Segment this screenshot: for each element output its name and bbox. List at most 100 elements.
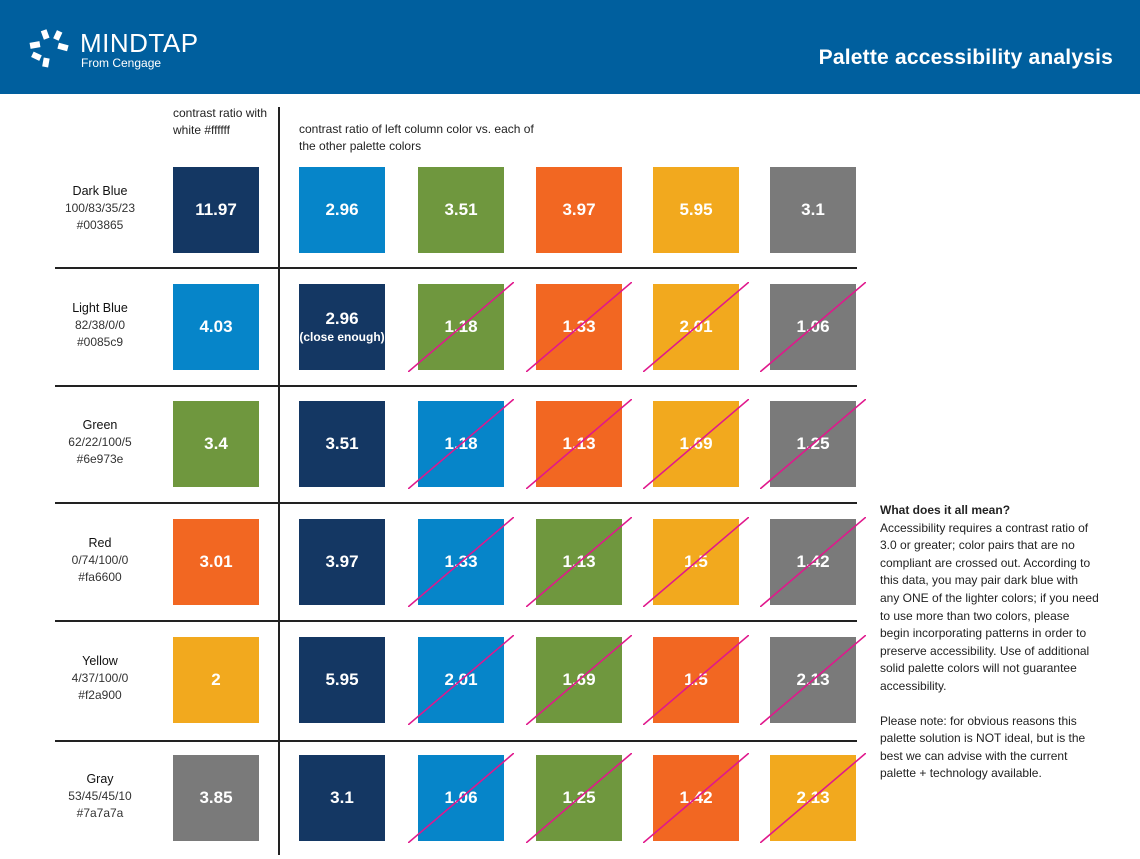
explanation-note: Please note: for obvious reasons this pa…: [880, 713, 1086, 781]
row-label: Green 62/22/100/5 #6e973e: [48, 417, 152, 468]
contrast-swatch: 1.13: [526, 517, 632, 607]
color-name: Yellow: [82, 654, 118, 668]
color-hex: #f2a900: [78, 688, 122, 702]
color-name: Dark Blue: [72, 184, 128, 198]
contrast-swatch: 1.13: [526, 399, 632, 489]
contrast-value: 1.13: [562, 552, 596, 571]
contrast-swatch: 1.06: [760, 282, 866, 372]
color-cmyk: 82/38/0/0: [74, 318, 126, 332]
contrast-value: 3.4: [204, 434, 228, 453]
explanation-body: Accessibility requires a contrast ratio …: [880, 520, 1099, 693]
color-cmyk: 62/22/100/5: [68, 435, 132, 449]
contrast-swatch: 3.97: [299, 519, 385, 605]
row-label: Gray 53/45/45/10 #7a7a7a: [48, 771, 152, 822]
row-divider: [55, 620, 857, 622]
contrast-swatch: 1.69: [643, 399, 749, 489]
contrast-value: 1.69: [562, 670, 596, 689]
white-contrast-swatch: 11.97: [173, 167, 259, 253]
white-contrast-swatch: 2: [173, 637, 259, 723]
contrast-swatch: 3.51: [418, 167, 504, 253]
contrast-swatch: 2.01: [643, 282, 749, 372]
contrast-value: 2.96: [325, 200, 359, 219]
color-hex: #0085c9: [76, 335, 124, 349]
brand-name: MINDTAP: [80, 28, 199, 58]
contrast-value: 2.13: [796, 788, 830, 807]
row-label: Light Blue 82/38/0/0 #0085c9: [48, 300, 152, 351]
contrast-value: 3.97: [562, 200, 596, 219]
contrast-swatch: 2.01: [408, 635, 514, 725]
color-cmyk: 100/83/35/23: [64, 201, 136, 215]
contrast-swatch: 1.25: [760, 399, 866, 489]
color-cmyk: 53/45/45/10: [68, 789, 132, 803]
row-label: Yellow 4/37/100/0 #f2a900: [48, 653, 152, 704]
contrast-value: 3.01: [199, 552, 233, 571]
contrast-value: 2: [211, 670, 221, 689]
header-bar: MINDTAP From Cengage Palette accessibili…: [0, 0, 1140, 94]
contrast-value: 3.1: [330, 788, 354, 807]
contrast-swatch: 1.69: [526, 635, 632, 725]
brand-subtitle: From Cengage: [81, 56, 162, 70]
contrast-swatch: 2.96 (close enough): [299, 284, 385, 370]
contrast-value: 3.51: [444, 200, 478, 219]
color-name: Light Blue: [72, 301, 128, 315]
contrast-value: 11.97: [195, 200, 237, 219]
contrast-value: 1.18: [444, 317, 478, 336]
row-divider: [55, 385, 857, 387]
page-title: Palette accessibility analysis: [818, 46, 1113, 69]
contrast-value: 5.95: [325, 670, 359, 689]
row-label: Dark Blue 100/83/35/23 #003865: [48, 183, 152, 234]
contrast-swatch: 1.18: [408, 399, 514, 489]
contrast-swatch: 1.33: [526, 282, 632, 372]
contrast-value: 1.06: [444, 788, 478, 807]
contrast-swatch: 3.1: [770, 167, 856, 253]
contrast-swatch: 5.95: [653, 167, 739, 253]
row-label: Red 0/74/100/0 #fa6600: [48, 535, 152, 586]
contrast-swatch: 1.06: [408, 753, 514, 843]
white-contrast-swatch: 3.85: [173, 755, 259, 841]
contrast-value: 1.18: [444, 434, 478, 453]
contrast-swatch: 1.25: [526, 753, 632, 843]
color-hex: #fa6600: [78, 570, 122, 584]
color-hex: #7a7a7a: [76, 806, 124, 820]
contrast-value: 1.06: [796, 317, 830, 336]
contrast-value: 1.42: [796, 552, 830, 571]
contrast-value: 2.01: [679, 317, 713, 336]
contrast-value: 1.33: [562, 317, 596, 336]
color-name: Green: [82, 418, 118, 432]
column-divider: [278, 107, 280, 855]
contrast-value: 4.03: [199, 317, 233, 336]
color-name: Red: [88, 536, 112, 550]
contrast-value: 1.5: [684, 670, 708, 689]
color-name: Gray: [86, 772, 114, 786]
contrast-swatch: 3.1: [299, 755, 385, 841]
contrast-swatch: 3.97: [536, 167, 622, 253]
contrast-value: 3.51: [325, 434, 359, 453]
explanation-title: What does it all mean?: [880, 503, 1011, 517]
palette-contrast-column-heading: contrast ratio of left column color vs. …: [299, 122, 534, 153]
contrast-note: (close enough): [299, 329, 385, 344]
contrast-value: 1.25: [562, 788, 596, 807]
white-contrast-column-heading: contrast ratio with white #ffffff: [173, 106, 268, 137]
contrast-swatch: 2.13: [760, 753, 866, 843]
contrast-value: 3.1: [801, 200, 825, 219]
contrast-value: 5.95: [679, 200, 713, 219]
contrast-swatch: 3.51: [299, 401, 385, 487]
contrast-value: 2.13: [796, 670, 830, 689]
white-contrast-swatch: 4.03: [173, 284, 259, 370]
contrast-swatch: 1.18: [408, 282, 514, 372]
contrast-value: 1.69: [679, 434, 713, 453]
contrast-value: 3.97: [325, 552, 359, 571]
white-contrast-swatch: 3.01: [173, 519, 259, 605]
contrast-value: 1.25: [796, 434, 830, 453]
contrast-swatch: 5.95: [299, 637, 385, 723]
contrast-value: 3.85: [199, 788, 233, 807]
contrast-swatch: 1.5: [643, 635, 749, 725]
contrast-value: 1.13: [562, 434, 596, 453]
contrast-value: 1.42: [679, 788, 713, 807]
contrast-swatch: 2.13: [760, 635, 866, 725]
contrast-value: 1.5: [684, 552, 708, 571]
row-divider: [55, 740, 857, 742]
contrast-swatch: 1.5: [643, 517, 749, 607]
color-hex: #6e973e: [76, 452, 124, 466]
color-cmyk: 4/37/100/0: [71, 671, 129, 685]
